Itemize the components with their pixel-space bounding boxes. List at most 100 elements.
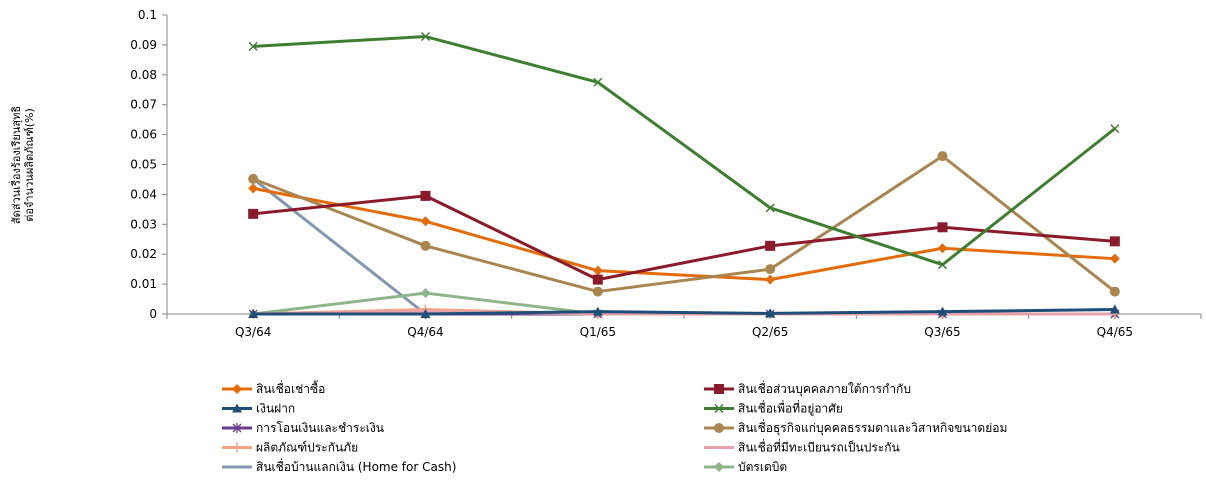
legend-item: บัตรเดบิต (704, 460, 787, 474)
data-point (592, 286, 603, 297)
data-point (937, 222, 948, 233)
x-tick-label: Q1/65 (580, 325, 616, 339)
x-tick-label: Q4/65 (1097, 325, 1133, 339)
legend-swatch-marker (232, 423, 242, 433)
legend-label: สินเชื่อบ้านแลกเงิน (Home for Cash) (256, 458, 456, 474)
legend-item: สินเชื่อเช่าซื้อ (222, 380, 325, 396)
data-point (420, 240, 431, 251)
x-tick-label: Q3/65 (924, 325, 960, 339)
y-tick-label: 0.03 (130, 217, 157, 231)
x-tick-label: Q2/65 (752, 325, 788, 339)
legend-swatch-marker (232, 442, 242, 453)
marker-stroke (593, 77, 603, 87)
series-line (253, 35, 1116, 267)
x-tick-label: Q3/64 (235, 325, 271, 339)
legend-label: สินเชื่อธุรกิจแก่บุคคลธรรมดาและวิสาหกิจข… (738, 419, 1007, 436)
y-tick-label: 0.1 (138, 8, 157, 22)
data-point (1109, 286, 1120, 297)
y-tick-label: 0.05 (130, 158, 157, 172)
legend-item: เงินฝาก (222, 402, 295, 416)
y-axis-label-line: สัดส่วนเรื่องร้องเรียนสุทธิ (8, 106, 23, 224)
series-5 (248, 151, 1120, 297)
series-1 (248, 190, 1120, 285)
legend-label: ผลิตภัณฑ์ประกันภัย (256, 441, 358, 455)
data-point (248, 208, 259, 219)
data-point (420, 190, 431, 201)
marker-stroke (248, 41, 258, 51)
legend-label: สินเชื่อเพื่อที่อยู่อาศัย (738, 400, 843, 417)
legend-item: สินเชื่อที่มีทะเบียนรถเป็นประกัน (704, 439, 900, 455)
data-point (765, 240, 776, 251)
x-tick-label: Q4/64 (407, 325, 443, 339)
data-point (1109, 236, 1120, 247)
legend-item: การโอนเงินและชำระเงิน (222, 421, 384, 435)
data-point (593, 77, 603, 87)
legend-item: สินเชื่อบ้านแลกเงิน (Home for Cash) (222, 458, 456, 474)
y-tick-label: 0.09 (130, 38, 157, 52)
data-point (248, 173, 259, 184)
legend-label: สินเชื่อส่วนบุคคลภายใต้การกำกับ (738, 380, 911, 397)
legend-item: สินเชื่อเพื่อที่อยู่อาศัย (704, 400, 843, 417)
data-point (592, 265, 603, 276)
data-point (420, 31, 431, 42)
y-tick-label: 0.02 (130, 247, 157, 261)
legend-item: ผลิตภัณฑ์ประกันภัย (222, 441, 358, 455)
legend-label: สินเชื่อที่มีทะเบียนรถเป็นประกัน (738, 439, 900, 455)
data-point (592, 306, 603, 316)
marker-stroke (765, 203, 775, 213)
data-point (420, 288, 431, 299)
data-point (420, 309, 431, 318)
y-tick-label: 0.06 (130, 128, 157, 142)
data-point (1109, 253, 1120, 264)
legend-label: บัตรเดบิต (738, 460, 787, 474)
marker-stroke (714, 403, 724, 414)
legend-item: สินเชื่อธุรกิจแก่บุคคลธรรมดาและวิสาหกิจข… (704, 419, 1007, 436)
series-line (253, 194, 1115, 282)
data-point (937, 260, 948, 270)
data-point (937, 151, 948, 162)
marker-stroke (232, 423, 242, 433)
legend-label: การโอนเงินและชำระเงิน (256, 421, 384, 435)
y-axis-label-line: ต่อจำนวนผลิตภัณฑ์(%) (23, 108, 36, 222)
series-2 (248, 304, 1120, 318)
legend-label: สินเชื่อเช่าซื้อ (256, 380, 325, 396)
legend-swatch-marker (714, 384, 724, 394)
data-point (1110, 124, 1120, 134)
series-3 (248, 31, 1120, 270)
data-point (1109, 304, 1120, 314)
series-line (252, 186, 1115, 282)
data-point (937, 306, 948, 316)
y-tick-label: 0.01 (130, 277, 157, 291)
marker-stroke (1110, 124, 1120, 134)
legend-label: เงินฝาก (256, 402, 295, 416)
data-point (248, 309, 259, 318)
data-point (248, 183, 259, 194)
marker-stroke (420, 31, 431, 42)
series-line (252, 154, 1116, 294)
y-axis-label: สัดส่วนเรื่องร้องเรียนสุทธิต่อจำนวนผลิตภ… (8, 106, 36, 224)
legend-swatch-marker (714, 423, 724, 433)
y-tick-label: 0.04 (130, 187, 157, 201)
legend-item: สินเชื่อส่วนบุคคลภายใต้การกำกับ (704, 380, 911, 397)
series-line (253, 308, 1115, 316)
y-tick-label: 0.08 (130, 68, 157, 82)
data-point (765, 308, 776, 318)
y-tick-label: 0 (149, 307, 157, 321)
marker-stroke (232, 442, 242, 453)
marker-stroke (937, 260, 948, 270)
series-0 (248, 183, 1120, 285)
legend-swatch-marker (714, 462, 724, 472)
data-point (937, 243, 948, 254)
data-point (765, 203, 775, 213)
legend-swatch-marker (232, 384, 242, 394)
data-point (765, 264, 776, 275)
data-point (420, 216, 431, 227)
y-tick-label: 0.07 (130, 98, 157, 112)
data-point (765, 274, 776, 285)
legend-swatch-marker (232, 403, 242, 413)
legend-swatch-marker (714, 403, 724, 414)
data-point (248, 41, 258, 51)
data-point (592, 274, 603, 285)
